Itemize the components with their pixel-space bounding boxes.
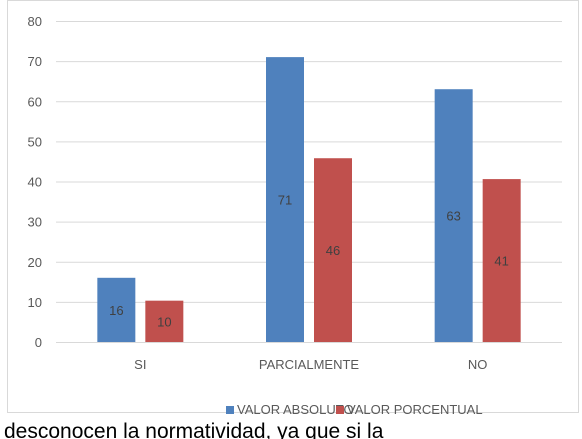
x-category-label: SI [134,357,146,372]
y-tick-label: 40 [28,175,42,190]
y-tick-label: 10 [28,295,42,310]
bar [97,277,136,342]
x-category-label: PARCIALMENTE [259,357,359,372]
x-axis: SI PARCIALMENTE NO [56,342,562,372]
data-label: 46 [326,243,340,258]
legend-label: VALOR PORCENTUAL [347,402,483,417]
y-tick-label: 50 [28,134,42,149]
data-label: 63 [446,209,460,224]
y-tick-label: 20 [28,255,42,270]
bar [266,57,304,343]
gridlines [56,21,562,303]
bar [434,89,473,343]
bar [145,300,184,342]
data-label: 41 [494,254,508,269]
caption-text: desconocen la normatividad, ya que si la [4,420,384,439]
data-label: 10 [157,314,171,329]
data-label: 16 [109,303,123,318]
bars: 16 10 71 46 63 41 [97,57,521,343]
legend-label: VALOR ABSOLUTO [237,402,354,417]
y-tick-label: 0 [35,335,42,350]
y-tick-label: 30 [28,215,42,230]
y-axis: 0 10 20 30 40 50 60 70 80 [28,14,42,350]
legend-swatch [336,406,344,414]
y-tick-label: 60 [28,94,42,109]
legend-swatch [226,406,234,414]
x-category-label: NO [468,357,488,372]
y-tick-label: 80 [28,14,42,29]
bar [314,158,352,342]
y-tick-label: 70 [28,54,42,69]
data-label: 71 [278,193,292,208]
bar [482,179,521,342]
